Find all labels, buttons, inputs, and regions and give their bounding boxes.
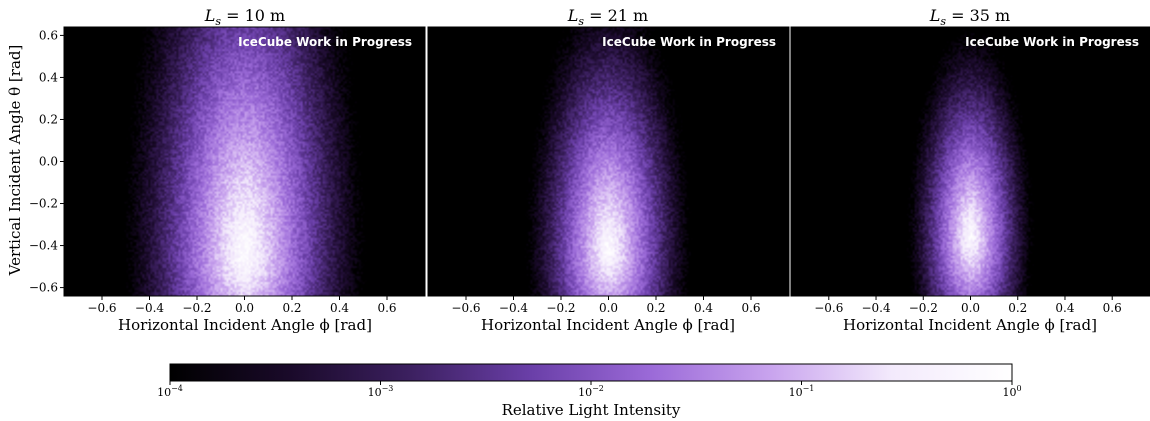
x-tick-label: 0.6 — [377, 301, 396, 315]
y-tick-label: 0.6 — [39, 28, 58, 42]
x-tick-label: 0.4 — [694, 301, 713, 315]
x-tick-label: 0.6 — [741, 301, 760, 315]
panel-2-heatmap — [428, 27, 789, 296]
colorbar-tick-label: 10−3 — [368, 384, 394, 399]
panel-3-x-axis-label: Horizontal Incident Angle ϕ [rad] — [843, 316, 1097, 334]
panel-1-title-rest: = 10 m — [221, 6, 285, 25]
x-tick-label: 0.2 — [1008, 301, 1027, 315]
panel-2-title-rest: = 21 m — [584, 6, 648, 25]
x-tick-label: −0.2 — [546, 301, 575, 315]
x-tick-label: 0.2 — [282, 301, 301, 315]
panel-1-xticks: −0.6 −0.4 −0.2 0.0 0.2 0.4 0.6 — [87, 296, 397, 315]
y-tick-label: −0.6 — [29, 281, 58, 295]
x-tick-label: 0.2 — [646, 301, 665, 315]
colorbar-tick-label: 100 — [1002, 384, 1021, 399]
y-tick-label: −0.4 — [29, 239, 59, 253]
panel-2-x-axis-label: Horizontal Incident Angle ϕ [rad] — [481, 316, 735, 334]
panel-1: Ls = 10 m IceCube Work in Progress −0.6−… — [29, 6, 426, 334]
x-tick-label: 0.6 — [1103, 301, 1122, 315]
panel-3-watermark: IceCube Work in Progress — [965, 35, 1139, 49]
panel-1-watermark: IceCube Work in Progress — [238, 35, 412, 49]
colorbar-gradient — [169, 363, 1013, 382]
colorbar-tick-label: 10−1 — [789, 384, 815, 399]
x-tick-label: −0.2 — [182, 301, 211, 315]
x-tick-label: −0.6 — [814, 301, 843, 315]
colorbar-label: Relative Light Intensity — [502, 401, 681, 419]
colorbar-tick-label: 10−2 — [578, 384, 604, 399]
panel-1-yticks: −0.6 −0.4 −0.2 0.0 0.2 0.4 0.6 — [29, 28, 64, 295]
x-tick-label: −0.6 — [451, 301, 480, 315]
panel-2-title-symbol: L — [567, 6, 579, 25]
y-axis-label: Vertical Incident Angle θ [rad] — [6, 45, 24, 277]
panel-3-title-sub: s — [940, 15, 946, 28]
panel-3-xticks: −0.6 −0.4 −0.2 0.0 0.2 0.4 0.6 — [814, 296, 1122, 315]
panel-1-title: Ls = 10 m — [204, 6, 285, 28]
y-tick-label: 0.2 — [39, 112, 58, 126]
colorbar-tick-label: 10−4 — [157, 384, 183, 399]
y-tick-label: 0.4 — [39, 70, 58, 84]
y-tick-label: 0.0 — [39, 155, 58, 169]
panel-2: Ls = 21 m IceCube Work in Progress −0.6−… — [427, 6, 790, 334]
x-tick-label: −0.4 — [135, 301, 165, 315]
panel-3: Ls = 35 m IceCube Work in Progress −0.6−… — [790, 6, 1150, 334]
x-tick-label: −0.6 — [87, 301, 116, 315]
panel-3-title-rest: = 35 m — [946, 6, 1010, 25]
panel-2-watermark: IceCube Work in Progress — [602, 35, 776, 49]
colorbar: 10−4 10−3 10−2 10−1 100 Relative Light Inten… — [157, 363, 1022, 419]
panel-2-title-sub: s — [578, 15, 584, 28]
panel-3-heatmap — [791, 27, 1150, 296]
panel-1-heatmap — [64, 27, 425, 296]
panel-1-title-symbol: L — [204, 6, 216, 25]
panel-1-x-axis-label: Horizontal Incident Angle ϕ [rad] — [118, 316, 372, 334]
panel-2-title: Ls = 21 m — [567, 6, 648, 28]
x-tick-label: 0.4 — [1055, 301, 1074, 315]
x-tick-label: −0.2 — [909, 301, 938, 315]
x-tick-label: −0.4 — [499, 301, 529, 315]
x-tick-label: 0.4 — [330, 301, 349, 315]
x-tick-label: −0.4 — [861, 301, 891, 315]
panel-2-xticks: −0.6 −0.4 −0.2 0.0 0.2 0.4 0.6 — [451, 296, 761, 315]
x-tick-label: 0.0 — [599, 301, 618, 315]
x-tick-label: 0.0 — [235, 301, 254, 315]
panel-3-title-symbol: L — [929, 6, 941, 25]
y-tick-label: −0.2 — [29, 197, 58, 211]
x-tick-label: 0.0 — [961, 301, 980, 315]
panel-1-title-sub: s — [215, 15, 221, 28]
colorbar-ticks: 10−4 10−3 10−2 10−1 100 — [157, 381, 1022, 399]
panel-3-title: Ls = 35 m — [929, 6, 1010, 28]
